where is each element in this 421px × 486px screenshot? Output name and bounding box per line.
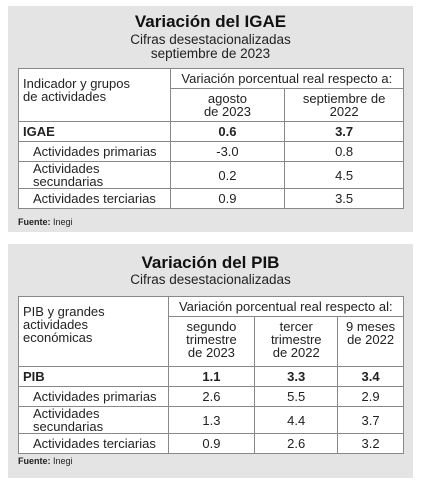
source-text: Inegi [53, 456, 73, 466]
corner-header: PIB y grandes actividades económicas [18, 296, 169, 367]
table: Indicador y grupos de actividades Variac… [18, 68, 405, 209]
source: Fuente: Inegi [18, 217, 73, 227]
cell: 0.9 [167, 433, 256, 454]
cell: 4.4 [254, 406, 339, 434]
column-header: agosto de 2023 [169, 88, 286, 122]
row-label: Actividades secundarias [18, 406, 169, 434]
igae-panel: Variación del IGAE Cifras desestacionali… [8, 6, 413, 232]
cell: 3.4 [337, 366, 404, 387]
title: Variación del PIB [141, 253, 280, 272]
column-header: segundo trimestre de 2023 [167, 316, 256, 367]
cell: 0.9 [169, 188, 286, 209]
row-label: PIB [18, 366, 169, 387]
source-label: Fuente: [18, 456, 51, 466]
subtitle: Cifras desestacionalizadas [130, 272, 291, 287]
subtitle: Cifras desestacionalizadas [130, 32, 291, 47]
row-label: Actividades primarias [18, 141, 171, 162]
source-label: Fuente: [18, 217, 51, 227]
cell: -3.0 [169, 141, 286, 162]
cell: 2.6 [167, 386, 256, 407]
cell: 4.5 [284, 161, 404, 189]
cell: 2.6 [254, 433, 339, 454]
column-header: 9 meses de 2022 [337, 316, 404, 367]
cell: 0.2 [169, 161, 286, 189]
row-label: Actividades terciarias [18, 188, 171, 209]
row-label: Actividades secundarias [18, 161, 171, 189]
cell: 1.3 [167, 406, 256, 434]
cell: 3.7 [337, 406, 404, 434]
cell: 3.5 [284, 188, 404, 209]
group-header: Variación porcentual real respecto al: [167, 296, 405, 317]
table: PIB y grandes actividades económicas Var… [18, 296, 405, 454]
row-label: IGAE [18, 121, 171, 142]
subtitle: septiembre de 2023 [150, 46, 271, 61]
pib-panel: Variación del PIB Cifras desestacionaliz… [8, 244, 413, 478]
cell: 1.1 [167, 366, 256, 387]
cell: 0.8 [284, 141, 404, 162]
row-label: Actividades primarias [18, 386, 169, 407]
cell: 2.9 [337, 386, 404, 407]
cell: 3.3 [254, 366, 339, 387]
column-header: tercer trimestre de 2022 [254, 316, 339, 367]
corner-header: Indicador y grupos de actividades [18, 68, 171, 122]
cell: 0.6 [169, 121, 286, 142]
cell: 5.5 [254, 386, 339, 407]
column-header: septiembre de 2022 [284, 88, 404, 122]
group-header: Variación porcentual real respecto a: [169, 68, 405, 89]
title: Variación del IGAE [134, 12, 287, 31]
cell: 3.2 [337, 433, 404, 454]
cell: 3.7 [284, 121, 404, 142]
source-text: Inegi [53, 217, 73, 227]
source: Fuente: Inegi [18, 456, 73, 466]
row-label: Actividades terciarias [18, 433, 169, 454]
